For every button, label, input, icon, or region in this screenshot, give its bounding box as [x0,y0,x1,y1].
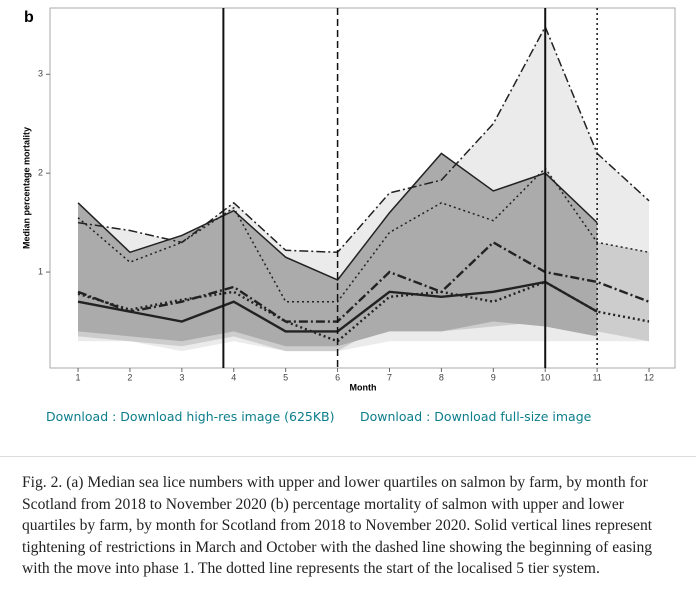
y-tick-label: 2 [38,168,43,178]
download-link[interactable]: Download : Download full-size image [360,409,592,424]
y-tick-label: 1 [38,266,43,276]
x-tick-label: 4 [231,372,236,382]
download-link[interactable]: Download : Download high-res image (625K… [46,409,335,424]
x-tick-label: 6 [335,372,340,382]
panel-label: b [24,9,34,26]
median-line [77,240,650,323]
x-tick-label: 5 [283,372,288,382]
x-tick-label: 12 [644,372,654,382]
x-tick-label: 8 [439,372,444,382]
x-tick-label: 3 [179,372,184,382]
upper-line [77,152,598,281]
x-tick-label: 7 [387,372,392,382]
x-tick-label: 1 [76,372,81,382]
plot-frame [49,7,676,369]
x-tick-label: 10 [540,372,550,382]
divider [0,456,696,457]
x-tick-label: 11 [592,372,601,382]
x-tick-label: 2 [127,372,132,382]
x-axis-title: Month [350,382,377,392]
x-tick-label: 9 [491,372,496,382]
y-axis-title: Median percentage mortality [21,127,31,249]
quartile-band [78,153,598,347]
upper-line [77,25,650,254]
y-tick-label: 3 [38,69,43,79]
figure-caption: Fig. 2. (a) Median sea lice numbers with… [22,474,653,577]
download-links: Download : Download high-res image (625K… [0,409,696,429]
chart: b Median percentage mortality Month 1231… [21,7,676,392]
